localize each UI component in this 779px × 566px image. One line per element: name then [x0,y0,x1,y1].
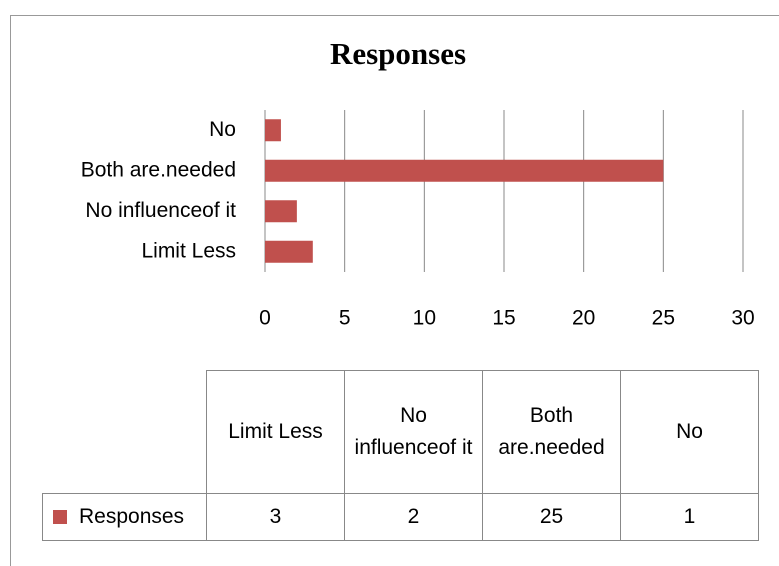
chart-frame [10,15,779,566]
x-tick-label: 15 [492,307,515,330]
table-header: Both are.needed [482,370,621,494]
y-tick-label: Both are.needed [81,158,236,181]
table-header: Limit Less [206,370,345,494]
x-tick-label: 0 [259,307,271,330]
y-tick-label: No influenceof it [85,199,236,222]
x-tick-label: 30 [731,307,754,330]
legend-label: Responses [79,505,185,528]
bar [265,200,297,223]
x-tick-label: 10 [413,307,436,330]
table-header: No [620,370,759,494]
bar [265,119,281,142]
x-tick-label: 20 [572,307,595,330]
legend-cell: Responses [42,493,207,541]
table-value: 3 [206,493,345,541]
y-tick-label: Limit Less [141,239,236,262]
table-value: 25 [482,493,621,541]
legend-swatch [53,510,67,524]
bar [265,159,664,182]
bar [265,240,313,263]
chart-title: Responses [330,36,466,71]
y-tick-label: No [209,118,236,141]
x-tick-label: 5 [339,307,351,330]
table-value: 2 [344,493,483,541]
table-header: No influenceof it [344,370,483,494]
x-tick-label: 25 [652,307,675,330]
table-value: 1 [620,493,759,541]
